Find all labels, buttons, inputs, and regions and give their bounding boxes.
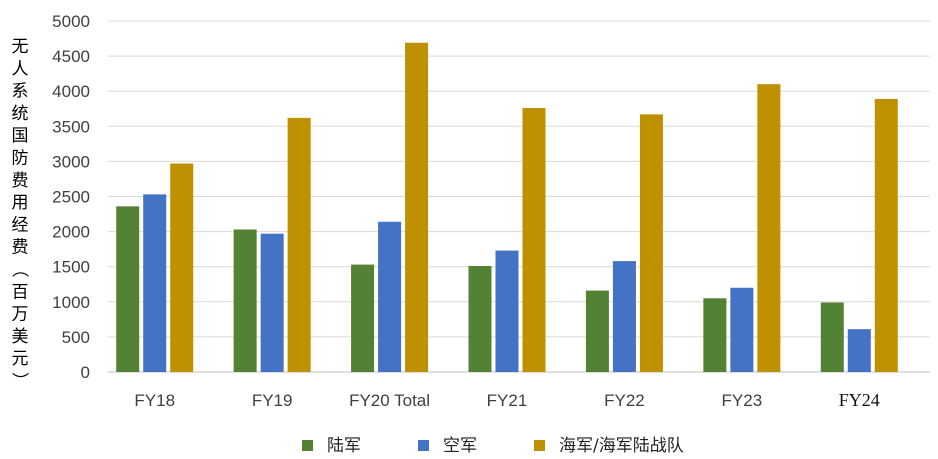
bars xyxy=(116,42,898,373)
bar-fy18-series-0 xyxy=(116,206,140,372)
bar-fy22-series-1 xyxy=(612,261,636,372)
bar-fy22-series-0 xyxy=(585,290,609,372)
legend-swatch xyxy=(418,440,429,451)
bar-fy20-total-series-0 xyxy=(351,264,375,372)
bar-fy19-series-0 xyxy=(233,229,257,372)
bar-fy24-series-0 xyxy=(820,302,844,372)
y-axis-label-char: 防 xyxy=(12,149,29,169)
y-axis-label-char: 美 xyxy=(12,327,29,347)
bar-fy22-series-2 xyxy=(639,114,663,372)
bar-fy21-series-0 xyxy=(468,265,492,372)
x-axis-labels: FY18 FY19 FY20 Total FY21 FY22 FY23 FY24 xyxy=(134,390,879,410)
y-axis-label-char: 元 xyxy=(12,349,29,369)
x-category-label: FY20 Total xyxy=(349,391,430,410)
y-tick-label: 500 xyxy=(62,328,90,347)
y-axis-label-char: 费 xyxy=(12,171,29,191)
y-axis-label-char: 系 xyxy=(12,82,29,102)
y-tick-label: 2000 xyxy=(52,223,90,242)
y-axis-label-char: 百 xyxy=(12,282,29,302)
y-axis-label-char: 经 xyxy=(12,215,29,235)
y-axis-label-char: （ xyxy=(9,261,29,278)
x-category-label: FY22 xyxy=(604,391,645,410)
y-tick-label: 4000 xyxy=(52,82,90,101)
bar-fy21-series-1 xyxy=(495,250,519,372)
x-category-label: FY18 xyxy=(134,391,175,410)
bar-fy21-series-2 xyxy=(522,108,546,372)
x-category-label: FY19 xyxy=(252,391,293,410)
legend-label: 海军/海军陆战队 xyxy=(559,436,684,456)
y-tick-label: 1000 xyxy=(52,293,90,312)
legend-swatch xyxy=(302,440,313,451)
x-category-label: FY23 xyxy=(722,391,763,410)
y-axis-label-char: 无 xyxy=(12,37,29,57)
x-category-label: FY24 xyxy=(839,390,880,410)
bar-fy23-series-2 xyxy=(757,84,781,373)
bar-fy19-series-2 xyxy=(287,117,311,372)
legend: 陆军 空军 海军/海军陆战队 xyxy=(302,436,684,456)
bar-fy23-series-1 xyxy=(730,287,754,372)
y-tick-label: 3000 xyxy=(52,152,90,171)
y-tick-label: 5000 xyxy=(52,12,90,31)
y-axis-label-char: 万 xyxy=(12,305,29,325)
y-axis-label-char: 费 xyxy=(12,238,29,258)
y-tick-label: 0 xyxy=(81,363,90,382)
legend-label: 陆军 xyxy=(327,436,361,456)
bar-fy18-series-1 xyxy=(143,194,167,372)
y-tick-label: 3500 xyxy=(52,117,90,136)
bar-fy24-series-1 xyxy=(847,329,871,372)
y-tick-label: 2500 xyxy=(52,188,90,207)
legend-swatch xyxy=(534,440,545,451)
y-axis-label-char: ） xyxy=(9,372,29,389)
y-tick-label: 4500 xyxy=(52,47,90,66)
bar-fy20-total-series-1 xyxy=(378,221,402,372)
bar-fy20-total-series-2 xyxy=(405,42,429,373)
y-tick-label: 1500 xyxy=(52,258,90,277)
bar-fy18-series-2 xyxy=(170,163,194,372)
x-category-label: FY21 xyxy=(487,391,528,410)
gridlines xyxy=(108,20,930,373)
y-axis-label-char: 国 xyxy=(12,126,29,146)
y-axis-ticks: 0 500 1000 1500 2000 2500 3000 3500 4000 4500 5000 xyxy=(52,12,90,382)
y-axis-label-char: 人 xyxy=(12,59,29,79)
y-axis-label-char: 统 xyxy=(12,104,29,124)
legend-label: 空军 xyxy=(443,436,477,456)
bar-fy19-series-1 xyxy=(260,233,284,372)
bar-fy24-series-2 xyxy=(874,98,898,372)
y-axis-label-char: 用 xyxy=(12,193,29,213)
bar-fy23-series-0 xyxy=(703,298,727,372)
